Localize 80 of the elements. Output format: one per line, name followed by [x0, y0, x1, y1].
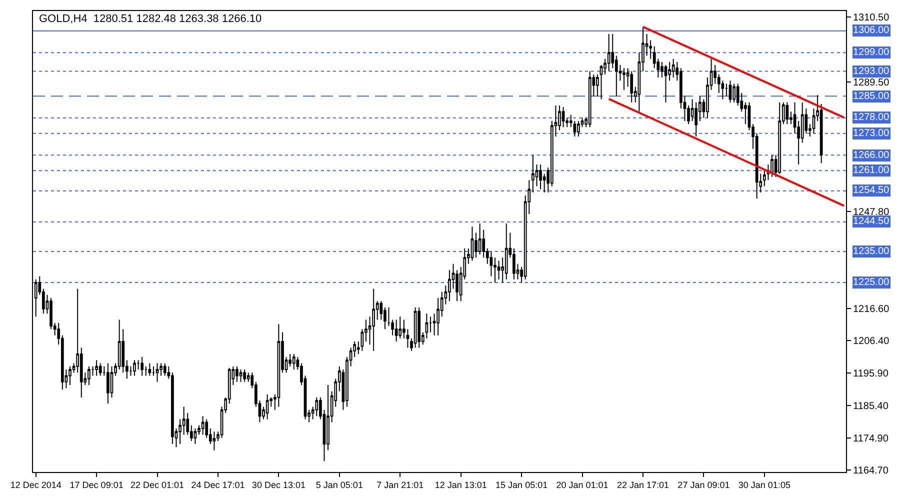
candlestick	[672, 58, 675, 78]
candlestick	[266, 394, 269, 420]
candlestick	[539, 164, 542, 190]
candlestick	[418, 306, 421, 348]
candlestick	[88, 366, 90, 386]
x-tick-label: 22 Jan 17:01	[616, 480, 670, 490]
candlestick	[497, 260, 500, 280]
candlestick	[292, 353, 296, 370]
ref-line-label: 1285.00	[853, 91, 890, 102]
ref-line-label: 1235.00	[853, 246, 890, 257]
ref-line-label: 1266.00	[853, 150, 890, 161]
x-tick-label: 30 Jan 01:05	[738, 480, 790, 490]
ref-line-label: 1261.00	[853, 165, 890, 176]
ref-line-label: 1244.50	[853, 216, 890, 227]
candlestick	[277, 324, 280, 408]
candlestick	[607, 33, 610, 72]
candlestick	[243, 368, 246, 382]
candlestick	[315, 396, 318, 417]
candlestick	[630, 70, 634, 103]
ref-line-label: 1299.00	[853, 47, 890, 58]
candlestick	[732, 83, 736, 103]
ref-line-label: 1225.00	[853, 277, 890, 288]
ref-line-label: 1254.50	[853, 185, 890, 196]
x-tick-label: 30 Dec 13:01	[252, 480, 306, 490]
candlestick	[212, 431, 216, 451]
candlestick	[664, 64, 668, 103]
x-tick-label: 22 Dec 01:01	[130, 480, 184, 490]
y-tick-label: 1216.60	[853, 304, 890, 316]
candlestick	[236, 366, 238, 382]
candlestick	[194, 428, 197, 445]
x-tick-label: 12 Jan 13:01	[434, 480, 487, 490]
x-tick-label: 17 Dec 09:01	[70, 480, 124, 490]
candlestick	[596, 74, 599, 97]
y-tick-label: 1185.40	[853, 401, 889, 412]
x-tick-label: 12 Dec 2014	[10, 480, 62, 490]
candlestick	[372, 288, 375, 352]
y-tick-label: 1206.40	[853, 336, 890, 347]
candlestick	[588, 70, 592, 128]
candlestick	[504, 222, 508, 280]
candlestick	[414, 306, 417, 348]
x-tick-label: 24 Dec 17:01	[191, 480, 245, 490]
y-tick-label: 1247.80	[853, 207, 890, 218]
candlestick	[394, 319, 398, 342]
x-tick-label: 7 Jan 21:01	[376, 480, 424, 490]
x-tick-label: 5 Jan 05:01	[316, 480, 363, 490]
candlestick	[622, 68, 626, 90]
candlestick	[68, 366, 72, 386]
candlestick	[532, 154, 534, 193]
y-tick-label: 1195.90	[853, 368, 889, 380]
candlestick	[156, 362, 159, 382]
candlestick	[562, 106, 565, 128]
candlestick	[98, 362, 102, 376]
y-tick-label: 1310.50	[853, 12, 890, 24]
candlestick	[201, 416, 204, 436]
candlestick	[239, 368, 242, 382]
y-tick-label: 1164.70	[853, 465, 889, 476]
candlestick	[133, 360, 136, 376]
candlestick	[163, 362, 166, 376]
ref-line-label: 1273.00	[853, 128, 890, 139]
candlestick	[140, 356, 144, 376]
candlestick	[470, 226, 474, 262]
ref-line-label: 1293.00	[853, 66, 890, 77]
ref-line-label: 1278.00	[853, 112, 890, 123]
candlestick	[778, 102, 782, 174]
candlestick	[728, 80, 732, 103]
x-tick-label: 20 Jan 01:01	[556, 480, 608, 490]
ref-line-label: 1306.00	[853, 25, 890, 36]
x-tick-label: 15 Jan 05:01	[496, 480, 548, 490]
candlestick	[478, 222, 482, 256]
y-tick-label: 1289.50	[853, 78, 890, 89]
candlestick	[106, 362, 110, 404]
x-tick-label: 27 Jan 09:01	[678, 480, 730, 490]
candlestick	[95, 360, 98, 376]
candlestick	[786, 102, 789, 125]
candlestick	[577, 120, 580, 137]
candlestick	[398, 316, 402, 339]
chart-title: GOLD,H4 1280.51 1282.48 1263.38 1266.10	[39, 13, 262, 25]
candlestick	[148, 362, 152, 376]
candlestick	[770, 154, 774, 178]
y-tick-label: 1174.90	[853, 434, 889, 445]
